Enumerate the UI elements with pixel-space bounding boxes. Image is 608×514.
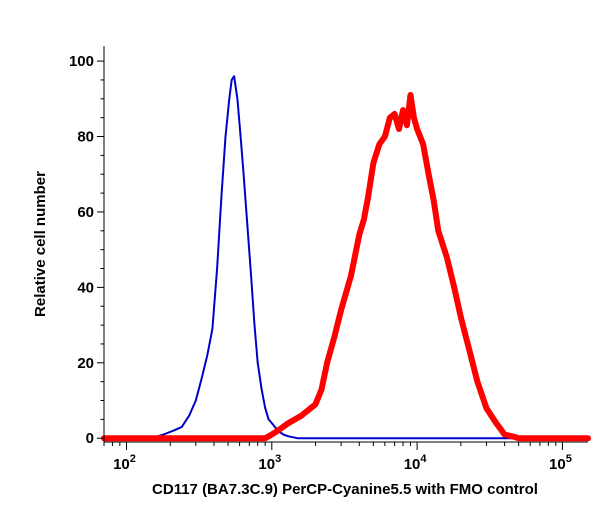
x-tick-label: 104 [404,453,428,473]
series-line-2 [101,92,591,442]
x-tick-label: 102 [113,453,136,473]
plot-area [104,46,588,442]
y-tick-label: 100 [69,53,94,70]
y-tick-label: 80 [77,129,94,146]
x-tick-label: 103 [258,453,281,473]
x-axis-title: CD117 (BA7.3C.9) PerCP-Cyanine5.5 with F… [152,481,538,498]
y-axis-title: Relative cell number [32,171,49,317]
y-tick-label: 20 [77,355,94,372]
series-layer [101,75,591,442]
y-tick-label: 40 [77,279,94,296]
x-tick-label: 105 [549,453,572,473]
y-tick-label: 60 [77,204,94,221]
ticks-layer: 0 20 40 60 80 100 102 103 104 105 [69,53,572,473]
y-tick-label: 0 [86,430,94,447]
axes-layer [103,46,588,443]
